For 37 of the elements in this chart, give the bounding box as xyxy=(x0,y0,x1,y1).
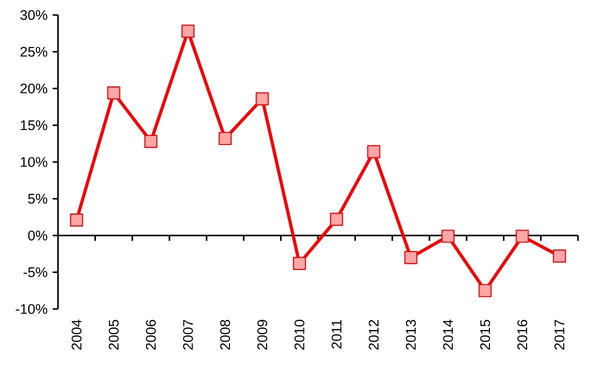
point xyxy=(478,284,492,298)
y-tick-label: 5% xyxy=(28,194,48,204)
point xyxy=(70,214,84,227)
y-tick-label: 25% xyxy=(20,46,48,57)
x-tick-label: 2008 xyxy=(220,320,230,350)
point xyxy=(144,134,158,148)
y-tick-label: 10% xyxy=(20,157,48,167)
x-tick-label: 2014 xyxy=(443,320,453,350)
point xyxy=(181,24,195,38)
point xyxy=(552,250,566,263)
x-tick-label: 2010 xyxy=(294,320,304,350)
point xyxy=(367,145,380,158)
x-tick-label: 2013 xyxy=(406,320,416,350)
point xyxy=(218,132,232,146)
y-tick-label: 0% xyxy=(28,230,48,240)
point xyxy=(107,86,120,100)
x-tick-label: 2011 xyxy=(332,320,342,349)
x-tick-label: 2004 xyxy=(72,320,82,350)
point xyxy=(256,92,269,106)
x-tick-label: 2012 xyxy=(368,320,379,350)
y-tick-label: -5% xyxy=(24,267,48,278)
y-tick-label: 20% xyxy=(20,84,48,94)
x-tick-label: 2005 xyxy=(108,320,119,350)
point xyxy=(404,251,418,264)
point xyxy=(330,212,344,226)
x-tick-label: 2017 xyxy=(554,320,564,350)
x-tick-label: 2006 xyxy=(146,320,156,350)
y-tick-label: 30% xyxy=(20,10,48,20)
point xyxy=(292,256,306,270)
y-tick-label: 15% xyxy=(20,120,48,130)
x-tick-label: 2015 xyxy=(480,320,490,350)
x-tick-label: 2009 xyxy=(257,320,268,350)
y-tick-label: -10% xyxy=(16,304,48,314)
x-tick-label: 2016 xyxy=(517,320,528,350)
x-tick-label: 2007 xyxy=(183,320,193,350)
point xyxy=(516,230,529,243)
point xyxy=(441,230,455,243)
